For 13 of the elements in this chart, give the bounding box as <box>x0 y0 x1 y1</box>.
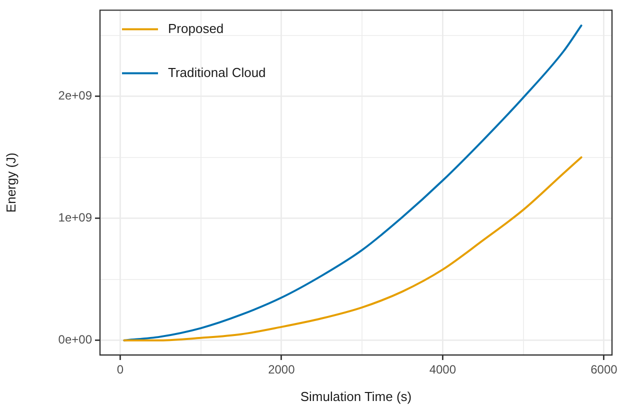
y-tick-label: 2e+09 <box>58 88 92 103</box>
x-tick-label: 0 <box>116 362 124 377</box>
legend-label: Proposed <box>168 20 224 36</box>
x-tick-label: 6000 <box>590 362 618 377</box>
line-series <box>123 24 582 342</box>
y-tick-label: 1e+09 <box>58 210 92 225</box>
y-tick-label: 0e+00 <box>58 332 92 347</box>
y-axis-title: Energy (J) <box>3 152 18 213</box>
line-series <box>123 156 582 342</box>
legend-label: Traditional Cloud <box>168 64 266 80</box>
x-tick-label: 4000 <box>429 362 456 377</box>
x-tick-label: 2000 <box>268 362 296 377</box>
x-axis-title: Simulation Time (s) <box>300 388 412 404</box>
